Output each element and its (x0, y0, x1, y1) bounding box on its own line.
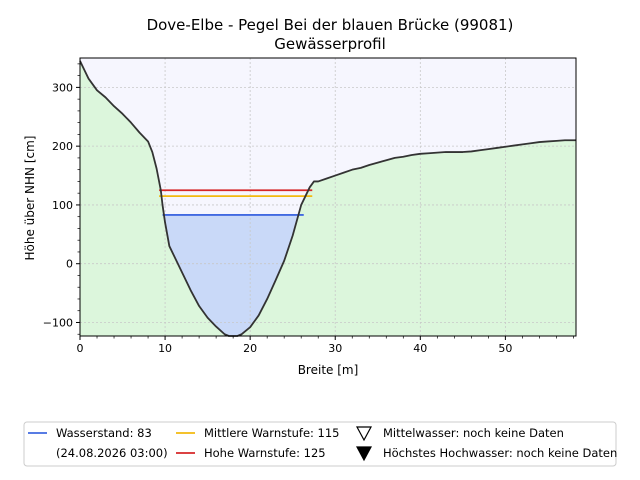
plot-area: 0 10 20 30 40 50 −100 0 100 200 300 (43, 57, 577, 355)
x-axis-label: Breite [m] (298, 363, 359, 377)
legend: Wasserstand: 83 (24.08.2026 03:00) Mittl… (23, 421, 617, 467)
y-tick-label: 200 (52, 140, 73, 153)
x-tick-label: 30 (328, 342, 342, 355)
x-tick-label: 50 (498, 342, 512, 355)
legend-water-label: Wasserstand: 83 (56, 426, 152, 440)
x-tick-label: 10 (158, 342, 172, 355)
triangle-down-filled-icon (355, 446, 373, 462)
y-tick-label: 100 (52, 199, 73, 212)
y-axis-label: Höhe über NHN [cm] (23, 136, 37, 261)
legend-max-label: Höchstes Hochwasser: noch keine Daten (383, 446, 617, 460)
x-tick-label: 40 (413, 342, 427, 355)
chart-subtitle: Gewässerprofil (274, 35, 386, 53)
legend-mid-label: Mittlere Warnstufe: 115 (204, 426, 340, 440)
chart-title: Dove-Elbe - Pegel Bei der blauen Brücke … (147, 16, 514, 34)
y-tick-label: −100 (43, 316, 73, 329)
profile-line (79, 60, 576, 337)
y-tick-label: 300 (52, 81, 73, 94)
legend-mean-label: Mittelwasser: noch keine Daten (383, 426, 564, 440)
legend-box (23, 421, 617, 467)
x-tick-label: 20 (243, 342, 257, 355)
ground-area (80, 60, 576, 336)
triangle-down-outline-icon (355, 426, 373, 442)
x-tick-label: 0 (77, 342, 84, 355)
water-area (163, 214, 299, 336)
axes-frame (79, 57, 577, 337)
y-tick-label: 0 (66, 258, 73, 271)
legend-high-label: Hohe Warnstufe: 125 (204, 446, 326, 460)
legend-water-date: (24.08.2026 03:00) (56, 446, 168, 460)
